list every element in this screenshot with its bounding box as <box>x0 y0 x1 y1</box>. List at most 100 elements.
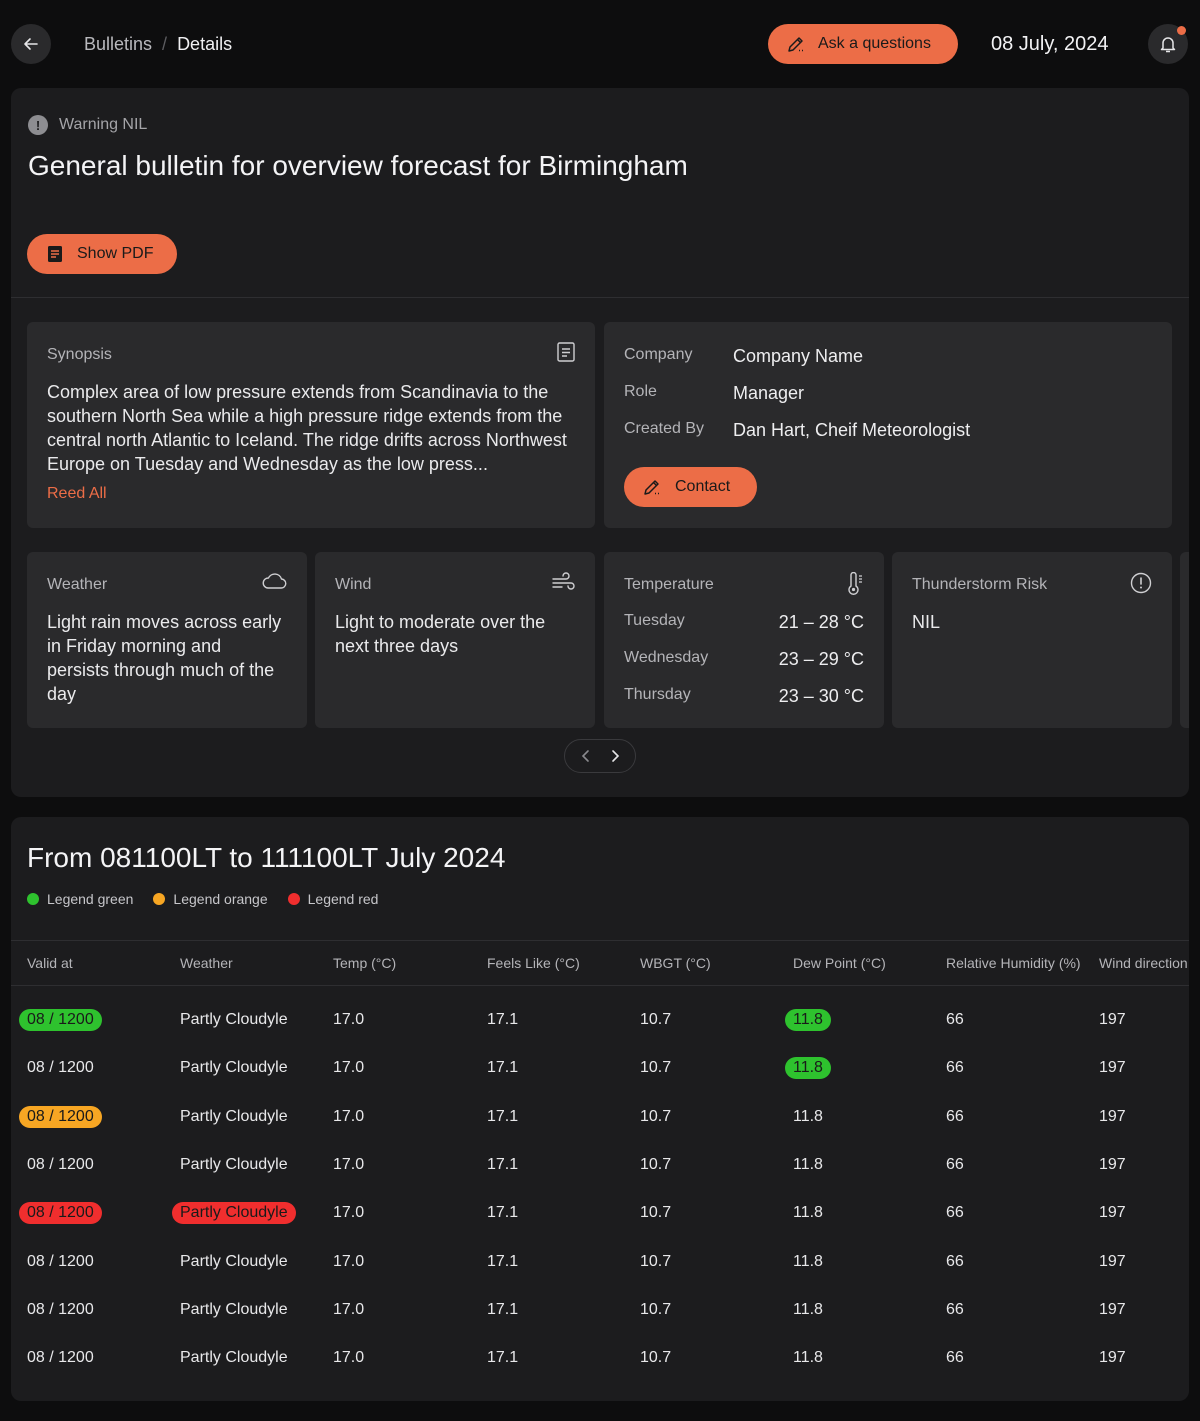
cloud-icon <box>261 572 287 595</box>
created-by-row: Created By Dan Hart, Cheif Meteorologist <box>624 420 970 441</box>
cell-wbgt: 10.7 <box>640 1204 672 1222</box>
cell-wbgt: 10.7 <box>640 1107 672 1125</box>
table-divider <box>11 940 1189 941</box>
header-col-wbgt[interactable]: WBGT (°C) <box>640 955 711 971</box>
alert-circle-icon <box>1130 572 1152 599</box>
header-col-wind-direction[interactable]: Wind direction <box>1099 955 1188 971</box>
header-col-humidity[interactable]: Relative Humidity (%) <box>946 955 1081 971</box>
cell-wind-direction: 197 <box>1099 1155 1126 1173</box>
card-pager <box>564 739 636 773</box>
cell-wind-direction: 197 <box>1099 1204 1126 1222</box>
header-col-weather[interactable]: Weather <box>180 955 233 971</box>
temp-row-tuesday: Tuesday 21 – 28 °C <box>624 612 864 633</box>
cell-wind-direction: 197 <box>1099 1300 1126 1318</box>
contact-button[interactable]: Contact <box>624 467 757 507</box>
table-row[interactable]: 08 / 1200 Partly Cloudyle 17.0 17.1 10.7 11.8… <box>11 1105 1189 1138</box>
cell-wind-direction: 197 <box>1099 1252 1126 1270</box>
cell-valid-at: 08 / 1200 <box>19 1105 102 1128</box>
cell-humidity: 66 <box>946 1107 964 1125</box>
wind-card: Wind Light to moderate over the next thr… <box>315 552 595 728</box>
thunderstorm-label: Thunderstorm Risk <box>912 576 1048 593</box>
show-pdf-button[interactable]: Show PDF <box>27 234 177 274</box>
table-row[interactable]: 08 / 1200 Partly Cloudyle 17.0 17.1 10.7 11.8… <box>11 1202 1189 1234</box>
synopsis-card: Synopsis Complex area of low pressure ex… <box>27 322 595 528</box>
cell-feels-like: 17.1 <box>487 1059 519 1077</box>
cell-humidity: 66 <box>946 1300 964 1318</box>
cell-weather: Partly Cloudyle <box>180 1107 288 1125</box>
cell-wbgt: 10.7 <box>640 1155 672 1173</box>
document-icon <box>48 246 62 262</box>
table-row[interactable]: 08 / 1200 Partly Cloudyle 17.0 17.1 10.7 11.8… <box>11 1009 1189 1041</box>
legend-item-orange: Legend orange <box>153 891 268 907</box>
legend-label: Legend red <box>307 891 379 907</box>
pencil-icon <box>644 480 659 495</box>
back-button[interactable] <box>11 24 51 64</box>
cell-weather: Partly Cloudyle <box>180 1300 288 1318</box>
header-col-feels-like[interactable]: Feels Like (°C) <box>487 955 580 971</box>
ask-question-button[interactable]: Ask a questions <box>768 24 958 64</box>
temp-range: 23 – 29 °C <box>778 649 864 669</box>
cell-temp: 17.0 <box>333 1349 365 1367</box>
cell-wbgt: 10.7 <box>640 1252 672 1270</box>
table-row[interactable]: 08 / 1200 Partly Cloudyle 17.0 17.1 10.7 11.8… <box>11 1156 1189 1186</box>
temperature-card: Temperature Tuesday 21 – 28 °C Wednesday… <box>604 552 884 728</box>
cell-temp: 17.0 <box>333 1204 365 1222</box>
show-pdf-label: Show PDF <box>77 245 154 262</box>
cell-weather: Partly Cloudyle <box>180 1349 288 1367</box>
cell-wbgt: 10.7 <box>640 1059 672 1077</box>
breadcrumb-bulletins[interactable]: Bulletins <box>84 34 153 54</box>
notifications-button[interactable] <box>1148 24 1188 64</box>
chevron-right-icon <box>611 750 619 762</box>
temp-day: Thursday <box>624 686 691 703</box>
company-row: Company Company Name <box>624 346 863 367</box>
synopsis-label: Synopsis <box>47 346 112 363</box>
next-card-peek <box>1180 552 1189 728</box>
cell-wind-direction: 197 <box>1099 1349 1126 1367</box>
table-row[interactable]: 08 / 1200 Partly Cloudyle 17.0 17.1 10.7 11.8… <box>11 1253 1189 1283</box>
current-date: 08 July, 2024 <box>991 33 1109 55</box>
exclamation-icon: ! <box>28 115 48 135</box>
cell-feels-like: 17.1 <box>487 1204 519 1222</box>
thunderstorm-card: Thunderstorm Risk NIL <box>892 552 1172 728</box>
warning-status: ! Warning NIL <box>28 115 147 135</box>
created-by-value: Dan Hart, Cheif Meteorologist <box>733 420 971 440</box>
cell-valid-at: 08 / 1200 <box>27 1252 94 1270</box>
table-row[interactable]: 08 / 1200 Partly Cloudyle 17.0 17.1 10.7 11.8… <box>11 1057 1189 1089</box>
table-row[interactable]: 08 / 1200 Partly Cloudyle 17.0 17.1 10.7 11.8… <box>11 1349 1189 1379</box>
cell-feels-like: 17.1 <box>487 1300 519 1318</box>
contact-label: Contact <box>675 478 731 495</box>
breadcrumb: Bulletins / Details <box>84 34 232 55</box>
header-col-dew-point[interactable]: Dew Point (°C) <box>793 955 886 971</box>
table-divider <box>11 985 1189 986</box>
document-outline-icon <box>557 342 575 367</box>
cell-wind-direction: 197 <box>1099 1059 1126 1077</box>
table-row[interactable]: 08 / 1200 Partly Cloudyle 17.0 17.1 10.7 11.8… <box>11 1301 1189 1331</box>
section-divider <box>11 297 1189 298</box>
cell-temp: 17.0 <box>333 1107 365 1125</box>
header-col-temp[interactable]: Temp (°C) <box>333 955 397 971</box>
read-all-link[interactable]: Reed All <box>47 485 107 502</box>
cell-dew-point: 11.8 <box>793 1349 823 1367</box>
chevron-left-icon <box>581 750 589 762</box>
header-col-valid-at[interactable]: Valid at <box>27 955 73 971</box>
temp-row-wednesday: Wednesday 23 – 29 °C <box>624 649 864 670</box>
forecast-title: From 081100LT to 111100LT July 2024 <box>27 842 506 873</box>
next-button[interactable] <box>609 749 621 763</box>
pencil-icon <box>788 37 803 52</box>
weather-text: Light rain moves across early in Friday … <box>47 612 282 704</box>
legend-item-red: Legend red <box>287 891 379 907</box>
author-info-card: Company Company Name Role Manager Create… <box>604 322 1172 528</box>
cell-temp: 17.0 <box>333 1059 365 1077</box>
bulletin-panel: ! Warning NIL General bulletin for overv… <box>11 88 1189 797</box>
cell-humidity: 66 <box>946 1349 964 1367</box>
role-row: Role Manager <box>624 383 804 404</box>
thunderstorm-text: NIL <box>912 612 941 632</box>
role-value: Manager <box>733 383 805 403</box>
cell-feels-like: 17.1 <box>487 1011 519 1028</box>
cell-valid-at: 08 / 1200 <box>19 1009 102 1031</box>
legend-dot-red <box>287 893 300 905</box>
company-key: Company <box>624 346 693 363</box>
cell-temp: 17.0 <box>333 1300 365 1318</box>
breadcrumb-details: Details <box>177 34 233 54</box>
previous-button[interactable] <box>580 749 592 763</box>
